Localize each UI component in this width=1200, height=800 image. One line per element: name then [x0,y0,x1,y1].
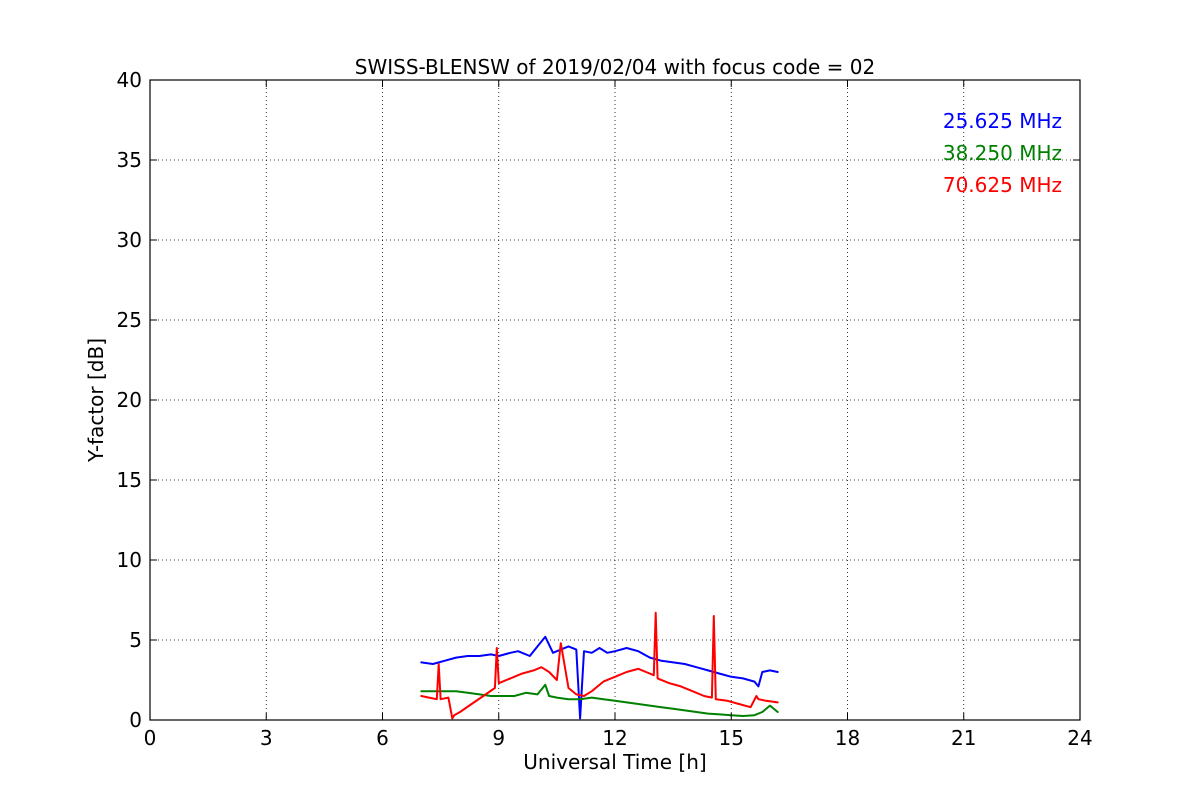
y-tick-label: 40 [117,68,142,92]
y-tick-label: 10 [117,548,142,572]
legend: 25.625 MHz 38.250 MHz 70.625 MHz [943,109,1062,197]
series-line-0 [420,635,779,720]
x-tick-label: 3 [260,726,273,750]
x-tick-label: 6 [376,726,389,750]
x-tick-label: 18 [835,726,860,750]
x-tick-label: 21 [951,726,976,750]
x-tick-label: 24 [1067,726,1092,750]
tick-labels: 0 3 6 9 12 15 18 21 24 0 5 10 15 20 25 30 35 40 [117,68,1093,750]
y-tick-label: 5 [129,628,142,652]
y-tick-label: 30 [117,228,142,252]
x-axis-title: Universal Time [h] [523,750,706,774]
legend-entry-2: 70.625 MHz [943,173,1062,197]
y-tick-label: 35 [117,148,142,172]
series-line-2 [420,611,779,720]
ticks [149,79,1081,721]
x-tick-label: 12 [602,726,627,750]
x-tick-label: 15 [719,726,744,750]
y-tick-label: 25 [117,308,142,332]
series-layer [420,611,779,720]
y-tick-label: 15 [117,468,142,492]
x-tick-label: 0 [144,726,157,750]
legend-entry-1: 38.250 MHz [943,141,1062,165]
y-tick-label: 0 [129,708,142,732]
chart-title: SWISS-BLENSW of 2019/02/04 with focus co… [355,55,876,79]
y-tick-label: 20 [117,388,142,412]
legend-entry-0: 25.625 MHz [943,109,1062,133]
x-tick-label: 9 [492,726,505,750]
y-axis-title: Y-factor [dB] [84,338,108,463]
